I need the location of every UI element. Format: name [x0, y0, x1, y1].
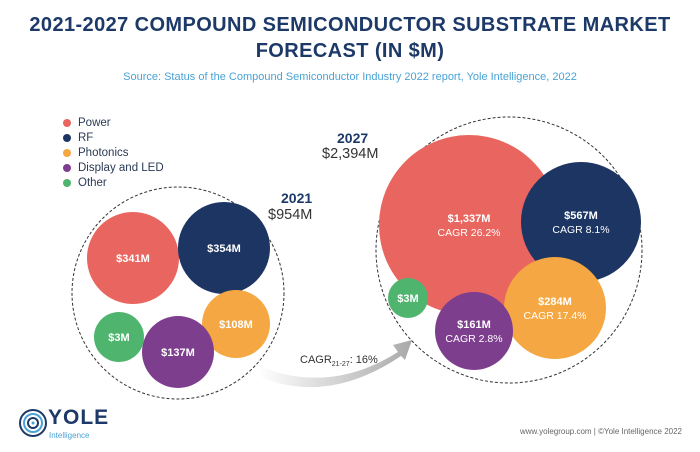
cagr-label-text: CAGR — [300, 354, 332, 366]
legend-label: Display and LED — [78, 161, 164, 174]
bubble-2021-other — [94, 312, 144, 362]
cagr-label-value: : 16% — [350, 354, 378, 366]
bubble-2021-photonics — [202, 290, 270, 358]
bubble-value-label: $3M — [108, 332, 129, 344]
bubble-group-2027-outline — [375, 116, 643, 384]
bubble-value-label: $108M — [219, 319, 253, 331]
legend-item: RF — [63, 130, 164, 145]
bubble-value-label: $137M — [161, 347, 195, 359]
chart-title-line1: 2021-2027 COMPOUND SEMICONDUCTOR SUBSTRA… — [29, 14, 671, 36]
bubble-cagr-label: CAGR 8.1% — [552, 224, 609, 236]
bubble-cagr-label: CAGR 17.4% — [523, 310, 586, 322]
chart-title-line2: FORECAST (IN $M) — [255, 40, 445, 62]
year-2027-label: 2027 — [337, 130, 369, 146]
footer-credit: www.yolegroup.com | ©Yole Intelligence 2… — [520, 427, 682, 436]
bubble-cagr-label: CAGR 2.8% — [445, 333, 502, 345]
bubble-cagr-label: CAGR 26.2% — [437, 227, 500, 239]
cagr-arrow — [258, 340, 412, 388]
bubble-value-label: $341M — [116, 253, 150, 265]
bubble-2027-power — [379, 135, 559, 315]
bubble-2027-rf — [521, 162, 641, 282]
bubble-value-label: $284M — [538, 296, 572, 308]
logo-sub: Intelligence — [49, 431, 90, 440]
legend-item: Display and LED — [63, 160, 164, 175]
legend-label: Other — [78, 176, 107, 189]
legend: Power RF Photonics Display and LED Other — [63, 115, 164, 190]
bubble-value-label: $161M — [457, 319, 491, 331]
legend-swatch — [63, 148, 71, 157]
cagr-label-sub: 21-27 — [332, 361, 350, 368]
bubble-2021-rf — [178, 202, 270, 294]
yole-logo: YOLE Intelligence — [18, 404, 138, 444]
bubble-2027-other — [388, 278, 428, 318]
legend-label: Photonics — [78, 146, 129, 159]
bubble-value-label: $3M — [397, 293, 418, 305]
logo-name: YOLE — [48, 406, 110, 429]
year-2021-total: $954M — [268, 207, 313, 223]
cagr-label: CAGR21-27: 16% — [300, 354, 378, 368]
year-2027-total: $2,394M — [322, 146, 379, 162]
bubble-2021-display-and-led — [142, 316, 214, 388]
legend-item: Power — [63, 115, 164, 130]
legend-swatch — [63, 178, 71, 187]
legend-swatch — [63, 163, 71, 172]
source-subtitle: Source: Status of the Compound Semicondu… — [123, 71, 577, 83]
bubble-group-2021-outline — [71, 186, 285, 400]
bubble-2027-display-and-led — [435, 292, 513, 370]
bubble-2021-power — [87, 212, 179, 304]
logo-swirl-icon — [19, 409, 47, 437]
bubble-value-label: $1,337M — [448, 213, 491, 225]
year-2021-label: 2021 — [281, 190, 313, 206]
bubble-2027-photonics — [504, 257, 606, 359]
legend-item: Photonics — [63, 145, 164, 160]
legend-item: Other — [63, 175, 164, 190]
bubble-value-label: $354M — [207, 243, 241, 255]
bubble-value-label: $567M — [564, 210, 598, 222]
legend-swatch — [63, 118, 71, 127]
legend-label: Power — [78, 116, 111, 129]
legend-swatch — [63, 133, 71, 142]
legend-label: RF — [78, 131, 94, 144]
